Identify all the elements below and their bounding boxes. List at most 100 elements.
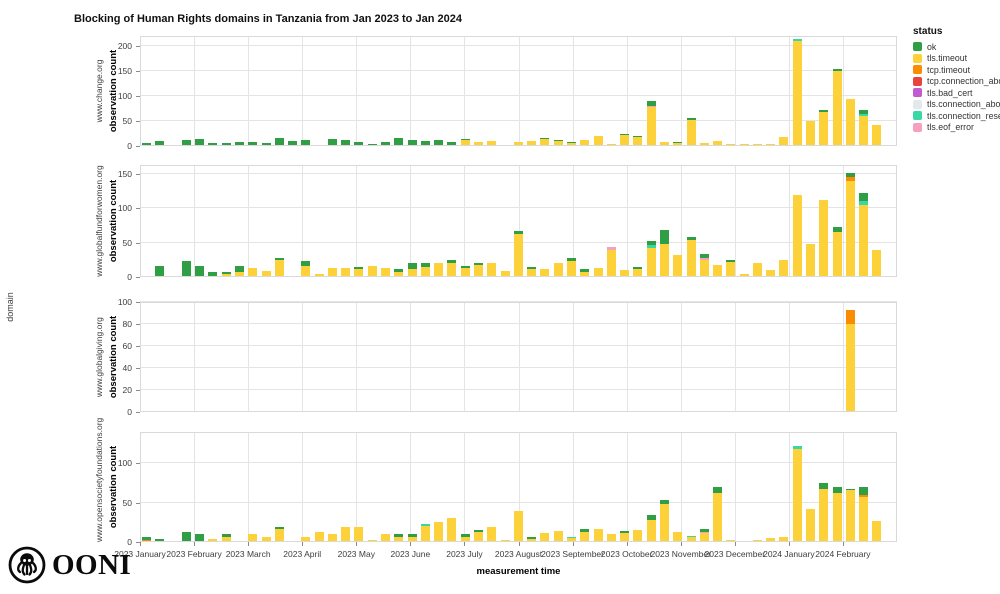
bar-segment-tls.timeout[interactable] bbox=[314, 273, 324, 277]
bar-segment-ok[interactable] bbox=[686, 237, 696, 240]
bar-segment-tls.timeout[interactable] bbox=[434, 262, 444, 277]
bar-segment-tls.timeout[interactable] bbox=[659, 244, 669, 277]
bar-segment-tls.timeout[interactable] bbox=[832, 71, 842, 146]
bar-segment-tls.timeout[interactable] bbox=[806, 121, 816, 146]
bar-segment-tls.timeout[interactable] bbox=[553, 531, 563, 542]
bar-segment-ok[interactable] bbox=[580, 529, 590, 532]
bar-segment-tls.timeout[interactable] bbox=[593, 136, 603, 146]
bar-segment-tls.timeout[interactable] bbox=[819, 488, 829, 542]
bar-segment-tls.timeout[interactable] bbox=[301, 536, 311, 542]
bar-segment-ok[interactable] bbox=[208, 271, 218, 277]
bar-segment-tls.connection_reset[interactable] bbox=[420, 523, 430, 526]
bar-segment-ok[interactable] bbox=[274, 527, 284, 530]
bar-segment-tls.timeout[interactable] bbox=[845, 324, 855, 412]
bar-segment-ok[interactable] bbox=[646, 240, 656, 246]
bar-segment-tls.timeout[interactable] bbox=[407, 536, 417, 542]
bar-segment-tls.timeout[interactable] bbox=[420, 267, 430, 277]
bar-segment-ok[interactable] bbox=[394, 138, 404, 146]
bar-segment-tls.timeout[interactable] bbox=[606, 143, 616, 146]
bar-segment-tls.timeout[interactable] bbox=[420, 525, 430, 542]
bar-segment-tls.timeout[interactable] bbox=[779, 259, 789, 277]
bar-segment-tls.timeout[interactable] bbox=[314, 531, 324, 542]
bar-segment-tls.connection_reset[interactable] bbox=[646, 245, 656, 249]
bar-segment-tls.connection_reset[interactable] bbox=[859, 200, 869, 205]
bar-segment-tls.timeout[interactable] bbox=[766, 538, 776, 542]
bar-segment-tls.timeout[interactable] bbox=[792, 194, 802, 277]
bar-segment-ok[interactable] bbox=[474, 263, 484, 266]
bar-segment-tls.timeout[interactable] bbox=[354, 527, 364, 542]
bar-segment-tls.timeout[interactable] bbox=[367, 539, 377, 542]
bar-segment-tls.timeout[interactable] bbox=[513, 142, 523, 146]
bar-segment-tls.timeout[interactable] bbox=[593, 268, 603, 277]
bar-segment-ok[interactable] bbox=[434, 140, 444, 146]
bar-segment-ok[interactable] bbox=[699, 528, 709, 532]
bar-segment-tls.timeout[interactable] bbox=[381, 268, 391, 277]
bar-segment-tls.connection_reset[interactable] bbox=[859, 114, 869, 116]
bar-segment-ok[interactable] bbox=[673, 142, 683, 143]
bar-segment-ok[interactable] bbox=[195, 138, 205, 146]
bar-segment-ok[interactable] bbox=[195, 534, 205, 542]
bar-segment-ok[interactable] bbox=[234, 141, 244, 146]
bar-segment-tls.connection_reset[interactable] bbox=[566, 536, 576, 539]
bar-segment-tls.timeout[interactable] bbox=[553, 263, 563, 277]
bar-segment-tls.timeout[interactable] bbox=[341, 527, 351, 542]
bar-segment-tls.timeout[interactable] bbox=[633, 137, 643, 146]
bar-segment-tls.timeout[interactable] bbox=[580, 139, 590, 146]
bar-segment-ok[interactable] bbox=[566, 142, 576, 143]
bar-segment-tls.timeout[interactable] bbox=[566, 538, 576, 542]
bar-segment-ok[interactable] bbox=[527, 537, 537, 539]
bar-segment-tls.timeout[interactable] bbox=[527, 141, 537, 146]
ooni-logo-link[interactable]: OONI bbox=[7, 545, 131, 585]
bar-segment-ok[interactable] bbox=[659, 499, 669, 505]
bar-segment-tls.timeout[interactable] bbox=[261, 536, 271, 542]
bar-segment-tls.timeout[interactable] bbox=[832, 493, 842, 542]
bar-segment-tls.timeout[interactable] bbox=[659, 142, 669, 146]
bar-segment-tls.timeout[interactable] bbox=[248, 534, 258, 542]
bar-segment-tls.timeout[interactable] bbox=[686, 119, 696, 146]
bar-segment-ok[interactable] bbox=[566, 257, 576, 261]
bar-segment-ok[interactable] bbox=[155, 266, 165, 277]
bar-segment-ok[interactable] bbox=[447, 259, 457, 263]
bar-segment-ok[interactable] bbox=[447, 141, 457, 145]
bar-segment-tls.timeout[interactable] bbox=[487, 141, 497, 146]
bar-segment-tls.timeout[interactable] bbox=[699, 533, 709, 542]
bar-segment-ok[interactable] bbox=[420, 263, 430, 268]
bar-segment-ok[interactable] bbox=[420, 141, 430, 146]
bar-segment-tls.timeout[interactable] bbox=[845, 490, 855, 542]
bar-segment-tls.timeout[interactable] bbox=[394, 271, 404, 277]
bar-segment-tls.timeout[interactable] bbox=[474, 265, 484, 277]
bar-segment-tls.timeout[interactable] bbox=[513, 510, 523, 542]
bar-segment-tls.timeout[interactable] bbox=[580, 271, 590, 277]
bar-segment-tls.timeout[interactable] bbox=[407, 268, 417, 277]
bar-segment-ok[interactable] bbox=[819, 110, 829, 112]
bar-segment-ok[interactable] bbox=[527, 266, 537, 269]
bar-segment-tls.timeout[interactable] bbox=[234, 271, 244, 277]
bar-segment-ok[interactable] bbox=[699, 254, 709, 258]
bar-segment-tls.timeout[interactable] bbox=[540, 532, 550, 542]
bar-segment-tls.timeout[interactable] bbox=[474, 142, 484, 146]
bar-segment-tls.timeout[interactable] bbox=[447, 262, 457, 277]
bar-segment-tls.timeout[interactable] bbox=[686, 239, 696, 277]
bar-segment-tls.timeout[interactable] bbox=[221, 273, 231, 277]
bar-segment-tls.timeout[interactable] bbox=[779, 137, 789, 146]
bar-segment-ok[interactable] bbox=[633, 266, 643, 269]
bar-segment-tcp.timeout[interactable] bbox=[859, 494, 869, 498]
bar-segment-ok[interactable] bbox=[460, 138, 470, 140]
bar-segment-ok[interactable] bbox=[845, 488, 855, 491]
bar-segment-ok[interactable] bbox=[540, 138, 550, 139]
bar-segment-tls.timeout[interactable] bbox=[341, 268, 351, 277]
bar-segment-tls.timeout[interactable] bbox=[633, 268, 643, 277]
bar-segment-tls.timeout[interactable] bbox=[460, 536, 470, 542]
bar-segment-ok[interactable] bbox=[142, 143, 151, 146]
bar-segment-ok[interactable] bbox=[195, 266, 205, 277]
bar-segment-ok[interactable] bbox=[407, 534, 417, 537]
bar-segment-tls.timeout[interactable] bbox=[646, 107, 656, 146]
bar-segment-tls.timeout[interactable] bbox=[845, 180, 855, 277]
bar-segment-ok[interactable] bbox=[832, 68, 842, 71]
bar-segment-tls.bad_cert[interactable] bbox=[447, 144, 457, 146]
bar-segment-ok[interactable] bbox=[633, 135, 643, 137]
bar-segment-ok[interactable] bbox=[221, 271, 231, 274]
bar-segment-ok[interactable] bbox=[301, 140, 311, 146]
bar-segment-tls.timeout[interactable] bbox=[646, 248, 656, 277]
bar-segment-ok[interactable] bbox=[713, 487, 723, 493]
